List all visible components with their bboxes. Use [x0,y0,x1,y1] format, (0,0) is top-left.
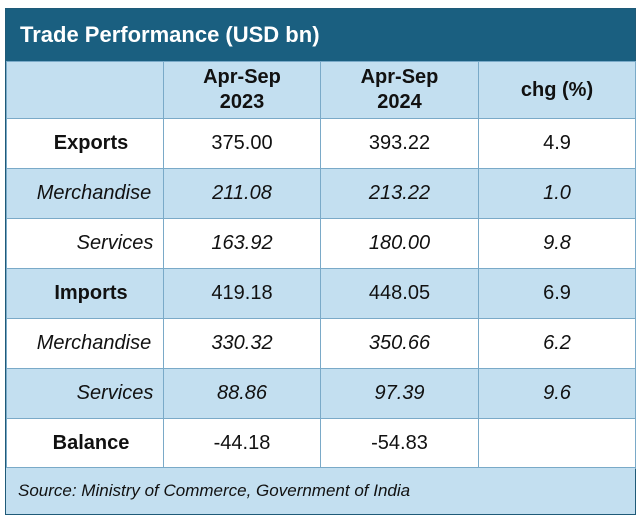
trade-performance-table: Trade Performance (USD bn) Apr-Sep 2023 … [5,8,636,515]
table-row-exports-merchandise: Merchandise 211.08 213.22 1.0 [6,168,636,219]
value-2023: 163.92 [163,218,321,269]
value-2024: -54.83 [320,418,479,469]
value-change: 6.9 [478,268,636,319]
header-2024-line1: Apr-Sep [360,66,439,88]
header-2023-line1: Apr-Sep [203,66,281,88]
table-row-balance: Balance -44.18 -54.83 [6,418,636,469]
value-2024: 180.00 [320,218,479,269]
header-empty-cell [6,61,164,119]
data-table: Apr-Sep 2023 Apr-Sep 2024 chg (%) Export… [6,61,636,469]
value-2023: 375.00 [163,118,321,169]
value-change: 9.6 [478,368,636,419]
value-2024: 97.39 [320,368,479,419]
row-label: Balance [6,418,164,469]
value-2023: 88.86 [163,368,321,419]
value-change [478,418,636,469]
table-row-imports-merchandise: Merchandise 330.32 350.66 6.2 [6,318,636,369]
value-change: 6.2 [478,318,636,369]
value-2024: 393.22 [320,118,479,169]
row-label: Imports [6,268,164,319]
header-change: chg (%) [478,61,636,119]
row-label: Merchandise [6,168,164,219]
value-change: 9.8 [478,218,636,269]
table-row-exports: Exports 375.00 393.22 4.9 [6,118,636,169]
row-label: Exports [6,118,164,169]
value-2023: 211.08 [163,168,321,219]
header-2024: Apr-Sep 2024 [320,61,479,119]
value-2024: 448.05 [320,268,479,319]
header-2023: Apr-Sep 2023 [163,61,321,119]
value-2023: 419.18 [163,268,321,319]
value-change: 1.0 [478,168,636,219]
header-2023-line2: 2023 [219,91,265,113]
value-change: 4.9 [478,118,636,169]
table-row-imports-services: Services 88.86 97.39 9.6 [6,368,636,419]
value-2024: 213.22 [320,168,479,219]
source-note: Source: Ministry of Commerce, Government… [6,467,635,514]
table-title: Trade Performance (USD bn) [6,9,635,61]
table-row-imports: Imports 419.18 448.05 6.9 [6,268,636,319]
header-row: Apr-Sep 2023 Apr-Sep 2024 chg (%) [6,61,636,119]
value-2023: 330.32 [163,318,321,369]
table-row-exports-services: Services 163.92 180.00 9.8 [6,218,636,269]
value-2024: 350.66 [320,318,479,369]
header-2024-line2: 2024 [377,91,422,113]
row-label: Services [6,368,164,419]
value-2023: -44.18 [163,418,321,469]
row-label: Merchandise [6,318,164,369]
row-label: Services [6,218,164,269]
